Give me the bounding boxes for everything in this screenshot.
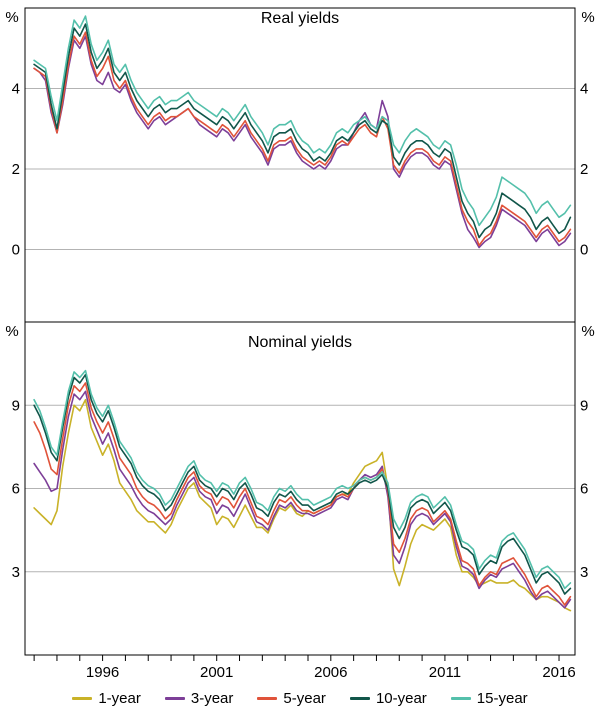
- legend: 1-year 3-year 5-year 10-year 15-year: [0, 690, 600, 707]
- unit-label: %: [581, 9, 594, 26]
- y-tick-label: 4: [12, 81, 20, 98]
- x-tick-label: 2011: [429, 664, 461, 681]
- legend-swatch: [450, 697, 471, 700]
- y-tick-label: 0: [12, 242, 20, 259]
- series-3-year: [33, 35, 572, 249]
- series-15-year: [33, 369, 572, 590]
- y-tick-label: 4: [580, 81, 588, 98]
- series-3-year: [33, 390, 572, 609]
- unit-label: %: [5, 9, 18, 26]
- panel-title-real: Real yields: [260, 10, 340, 27]
- panel-frame: [24, 321, 576, 656]
- legend-label: 1-year: [98, 690, 141, 707]
- unit-label: %: [5, 323, 18, 340]
- series-5-year: [33, 31, 572, 247]
- y-tick-label: 6: [580, 481, 588, 498]
- y-tick-label: 9: [12, 397, 20, 414]
- y-tick-label: 6: [12, 481, 20, 498]
- legend-item-5-year: 5-year: [257, 690, 326, 707]
- legend-swatch: [72, 697, 93, 700]
- y-tick-label: 3: [580, 564, 588, 581]
- y-tick-label: 3: [12, 564, 20, 581]
- legend-item-15-year: 15-year: [450, 690, 528, 707]
- legend-label: 10-year: [375, 690, 427, 707]
- legend-swatch: [349, 697, 370, 700]
- x-tick-label: 2016: [542, 664, 575, 681]
- x-tick-label: 2006: [314, 664, 347, 681]
- series-10-year: [33, 373, 572, 595]
- x-tick-label: 1996: [86, 664, 119, 681]
- series-15-year: [33, 15, 572, 227]
- legend-label: 5-year: [283, 690, 326, 707]
- y-tick-label: 2: [12, 161, 20, 178]
- x-tick-label: 2001: [200, 664, 233, 681]
- legend-item-3-year: 3-year: [164, 690, 234, 707]
- legend-label: 15-year: [476, 690, 528, 707]
- series-10-year: [33, 23, 572, 239]
- unit-label: %: [581, 323, 594, 340]
- legend-label: 3-year: [190, 690, 234, 707]
- legend-swatch: [257, 697, 278, 700]
- y-tick-label: 9: [580, 397, 588, 414]
- panel-frame: [24, 7, 576, 323]
- y-tick-label: 2: [580, 161, 588, 178]
- series-5-year: [33, 382, 572, 606]
- panel-title-nominal: Nominal yields: [247, 334, 353, 351]
- y-tick-label: 0: [580, 242, 588, 259]
- legend-item-10-year: 10-year: [349, 690, 427, 707]
- legend-item-1-year: 1-year: [72, 690, 141, 707]
- legend-swatch: [164, 697, 185, 700]
